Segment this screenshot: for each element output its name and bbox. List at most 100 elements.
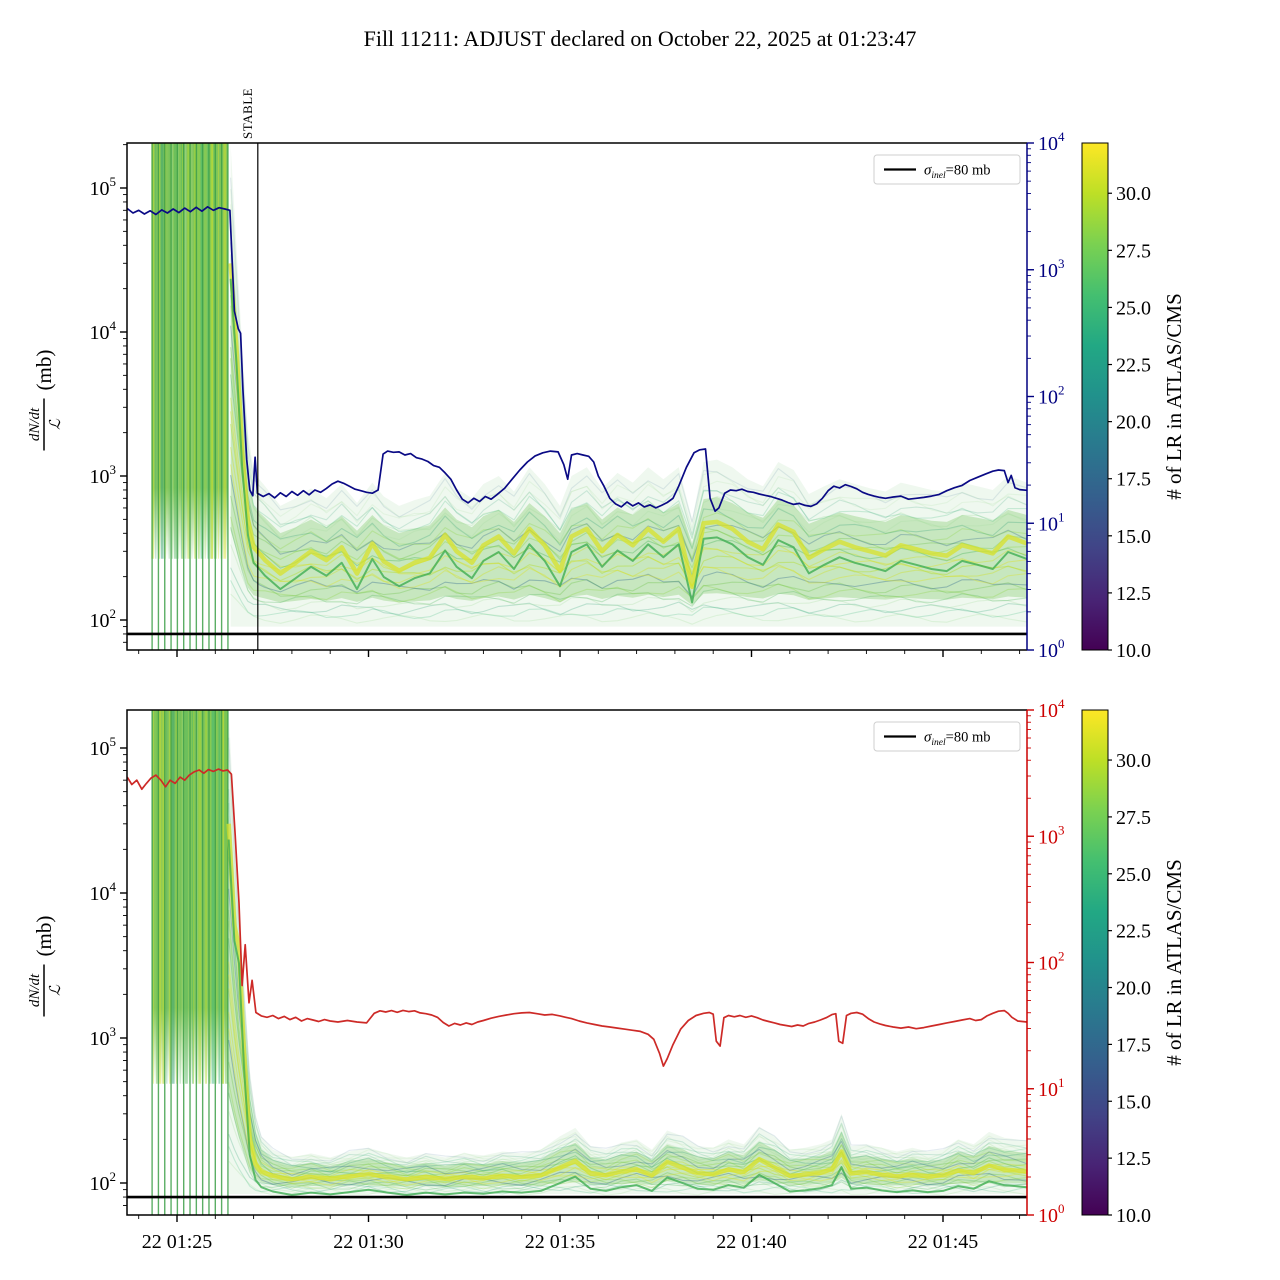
colorbar-tick-label: 15.0 xyxy=(1116,1091,1151,1113)
exponent: 3 xyxy=(110,1024,117,1039)
right-tick-label: 100 xyxy=(1038,636,1065,662)
band-inner-fill xyxy=(228,814,1027,1187)
colorbar-tick-label: 10.0 xyxy=(1116,1205,1151,1227)
left-tick-label: 103 xyxy=(90,1024,117,1050)
ylabel-unit: (mb) xyxy=(32,916,56,957)
band-strand xyxy=(230,447,1027,586)
ylabel-denominator: ℒ xyxy=(48,984,64,996)
exponent: 3 xyxy=(1058,822,1065,837)
colorbar-tick-label: 10.0 xyxy=(1116,640,1151,662)
band-strand xyxy=(228,856,1027,1174)
x-tick-label: 22 01:30 xyxy=(333,1231,404,1253)
exponent: 0 xyxy=(1058,1201,1065,1216)
band-strand xyxy=(228,888,1027,1176)
exponent: 2 xyxy=(110,606,117,621)
y-axis-label-inner: dN/dt ℒ (mb) xyxy=(27,916,64,1017)
ylabel-numerator: dN/dt xyxy=(27,407,43,441)
band-strand xyxy=(230,227,1027,536)
legend-box xyxy=(873,721,1021,752)
band-strand xyxy=(230,254,1027,550)
colorbar-tick-label: 20.0 xyxy=(1116,978,1151,1000)
right-tick-label: 102 xyxy=(1038,949,1065,975)
band-strand xyxy=(228,839,1027,1172)
luminous-region-rate-cms-line xyxy=(127,768,1027,1067)
x-tick-label: 22 01:35 xyxy=(525,1231,596,1253)
legend-rest: =80 mb xyxy=(946,163,991,179)
band-outer-fill xyxy=(228,710,1027,1194)
colorbar-tick-label: 25.0 xyxy=(1116,297,1151,319)
legend-rest: =80 mb xyxy=(946,730,991,746)
x-tick-label: 22 01:40 xyxy=(716,1231,787,1253)
legend-sub: inel xyxy=(931,738,946,748)
band-strand xyxy=(230,189,1027,531)
band-strand xyxy=(228,815,1027,1171)
colorbar-tick-label: 17.5 xyxy=(1116,469,1151,491)
left-tick-label: 104 xyxy=(90,879,117,905)
right-tick-label: 100 xyxy=(1038,1201,1065,1227)
band-core-ridge xyxy=(226,823,1027,1182)
colorbar xyxy=(1081,142,1109,651)
colorbar-tick-label: 27.5 xyxy=(1116,240,1151,262)
exponent: 2 xyxy=(110,1169,117,1184)
ylabel-numerator: dN/dt xyxy=(27,973,43,1007)
band-core-ridge xyxy=(228,263,1027,590)
colorbar-tick-label: 17.5 xyxy=(1116,1034,1151,1056)
band-strand xyxy=(228,1081,1027,1190)
band-strand xyxy=(228,909,1027,1177)
band-strand xyxy=(230,177,1027,523)
exponent: 2 xyxy=(1058,949,1065,964)
band-strand xyxy=(230,204,1027,538)
exponent: 1 xyxy=(1058,1075,1065,1090)
band-core-ridge-2 xyxy=(227,839,1027,1196)
legend-sigma: σ xyxy=(924,730,932,746)
legend-label: σinel=80 mb xyxy=(924,163,991,182)
band-strand xyxy=(228,1111,1027,1193)
exponent: 4 xyxy=(110,879,117,894)
exponent: 1 xyxy=(1058,509,1065,524)
y-axis-label-inner: dN/dt ℒ (mb) xyxy=(27,350,64,451)
band-strand xyxy=(230,397,1027,573)
colorbar-tick-label: 25.0 xyxy=(1116,864,1151,886)
band-outer-fill xyxy=(230,144,1027,627)
y-axis-label: dN/dt ℒ (mb) xyxy=(27,350,64,451)
exponent: 0 xyxy=(1058,636,1065,651)
band-strand xyxy=(228,802,1027,1170)
ylabel-unit: (mb) xyxy=(32,350,56,391)
figure-title: Fill 11211: ADJUST declared on October 2… xyxy=(363,26,917,51)
x-tick-label: 22 01:25 xyxy=(142,1231,213,1253)
colorbar-tick-label: 30.0 xyxy=(1116,750,1151,772)
legend-sigma: σ xyxy=(924,163,932,179)
left-tick-label: 103 xyxy=(90,462,117,488)
band-strand xyxy=(228,789,1027,1166)
legend-label: σinel=80 mb xyxy=(924,730,991,749)
plot-spines xyxy=(126,142,1027,651)
left-tick-label: 102 xyxy=(90,1169,117,1195)
band-strand xyxy=(230,475,1027,598)
band-strand xyxy=(228,737,1027,1164)
colorbar xyxy=(1081,709,1109,1216)
ylabel-denominator: ℒ xyxy=(48,418,64,430)
exponent: 5 xyxy=(110,174,117,189)
right-tick-label: 104 xyxy=(1038,696,1065,722)
band-strand xyxy=(230,567,1027,616)
band-strand xyxy=(230,516,1027,603)
band-strand xyxy=(230,580,1027,619)
left-tick-label: 104 xyxy=(90,318,117,344)
colorbar-tick-label: 27.5 xyxy=(1116,807,1151,829)
right-tick-label: 101 xyxy=(1038,1075,1065,1101)
band-strand xyxy=(230,544,1027,613)
band-strand xyxy=(228,867,1027,1173)
band-strand xyxy=(228,748,1027,1165)
exponent: 2 xyxy=(1058,383,1065,398)
stable-label: STABLE xyxy=(240,88,255,139)
exponent: 4 xyxy=(110,318,117,333)
band-strand xyxy=(230,358,1027,569)
exponent: 3 xyxy=(1058,256,1065,271)
colorbar-tick-label: 30.0 xyxy=(1116,183,1151,205)
left-tick-label: 105 xyxy=(90,174,117,200)
band-strand xyxy=(228,920,1027,1178)
colorbar-tick-label: 20.0 xyxy=(1116,412,1151,434)
band-strand xyxy=(230,424,1027,587)
bottom-plot-area xyxy=(127,710,1027,1215)
